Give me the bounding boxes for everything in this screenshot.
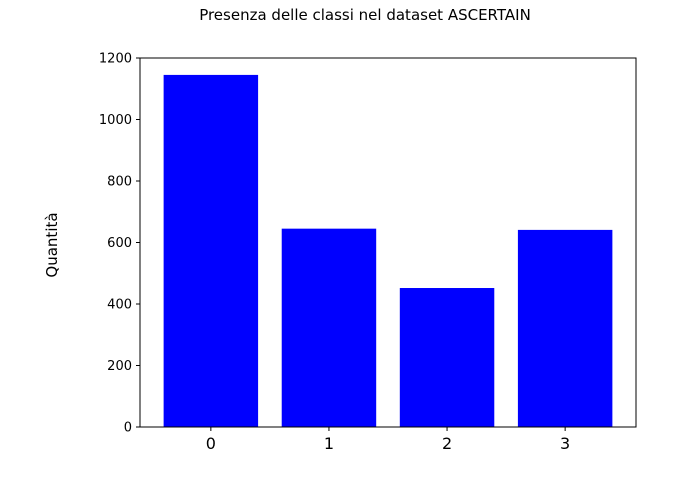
- y-axis: 0 200 400 600 800 1000 1200: [99, 52, 140, 436]
- y-tick-label: 1000: [99, 113, 132, 128]
- x-tick-label: 3: [560, 434, 570, 453]
- bar-1: [281, 228, 377, 427]
- bar-0: [163, 74, 259, 427]
- bar-2: [399, 288, 495, 427]
- y-tick-label: 200: [107, 359, 132, 374]
- bars-group: [163, 74, 613, 427]
- bar-3: [517, 229, 613, 427]
- y-tick-label: 600: [107, 236, 132, 251]
- y-tick-label: 0: [124, 421, 132, 436]
- x-tick-label: 1: [324, 434, 334, 453]
- y-tick-label: 1200: [99, 52, 132, 67]
- chart-title: Presenza delle classi nel dataset ASCERT…: [199, 6, 531, 24]
- plot-frame: [139, 57, 637, 428]
- x-axis: 0 1 2 3: [206, 427, 570, 453]
- y-axis-label: Quantità: [43, 212, 61, 277]
- y-tick-label: 800: [107, 175, 132, 190]
- x-tick-label: 0: [206, 434, 216, 453]
- y-tick-label: 400: [107, 298, 132, 313]
- x-tick-label: 2: [442, 434, 452, 453]
